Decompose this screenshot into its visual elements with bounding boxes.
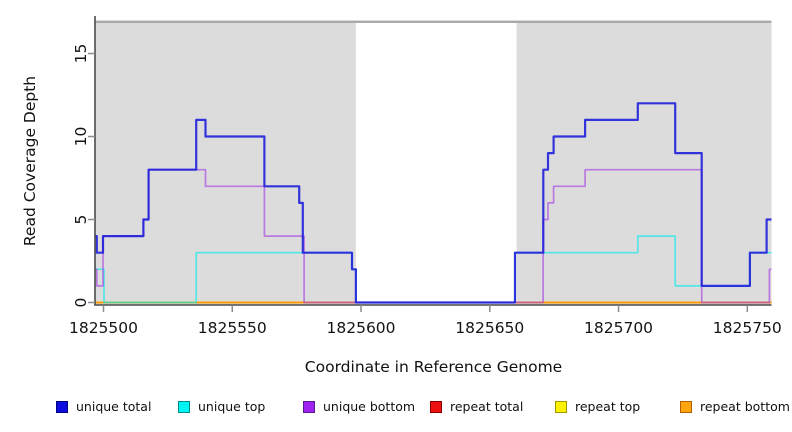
legend-label-repeat-top: repeat top: [575, 399, 641, 414]
y-axis-title: Read Coverage Depth: [21, 75, 39, 247]
x-tick-label: 1825600: [327, 319, 396, 337]
y-tick-label: 0: [72, 298, 90, 308]
legend-swatch-unique-total: [56, 401, 68, 413]
legend-item-repeat-bottom: repeat bottom: [680, 398, 790, 416]
x-tick-label: 1825700: [584, 319, 653, 337]
legend-item-unique-bottom: unique bottom: [303, 398, 415, 416]
x-axis-title: Coordinate in Reference Genome: [304, 358, 563, 376]
x-tick-label: 1825750: [713, 319, 782, 337]
legend-swatch-repeat-total: [430, 401, 442, 413]
legend-swatch-unique-bottom: [303, 401, 315, 413]
legend-label-repeat-bottom: repeat bottom: [700, 399, 790, 414]
legend-label-unique-total: unique total: [76, 399, 152, 414]
y-tick-label: 15: [72, 44, 90, 64]
legend-item-repeat-top: repeat top: [555, 398, 640, 416]
legend-swatch-repeat-top: [555, 401, 567, 413]
legend-item-unique-top: unique top: [178, 398, 265, 416]
coverage-plot: 1825500 1825550 1825600 1825650 1825700 18257…: [69, 16, 782, 337]
legend-label-unique-top: unique top: [198, 399, 266, 414]
x-tick-label: 1825550: [198, 319, 267, 337]
x-tick-label: 1825650: [455, 319, 524, 337]
legend-swatch-unique-top: [178, 401, 190, 413]
legend-item-unique-total: unique total: [56, 398, 151, 416]
coverage-gap-region: [355, 23, 517, 305]
series-unique-total: [95, 102, 772, 304]
legend-label-repeat-total: repeat total: [450, 399, 524, 414]
legend-item-repeat-total: repeat total: [430, 398, 523, 416]
legend: unique total unique top unique bottom repea…: [0, 398, 792, 418]
y-tick-label: 10: [72, 127, 90, 147]
legend-swatch-repeat-bottom: [680, 401, 692, 413]
legend-label-unique-bottom: unique bottom: [323, 399, 416, 414]
x-tick-label: 1825500: [69, 319, 138, 337]
y-tick-label: 5: [72, 215, 90, 225]
